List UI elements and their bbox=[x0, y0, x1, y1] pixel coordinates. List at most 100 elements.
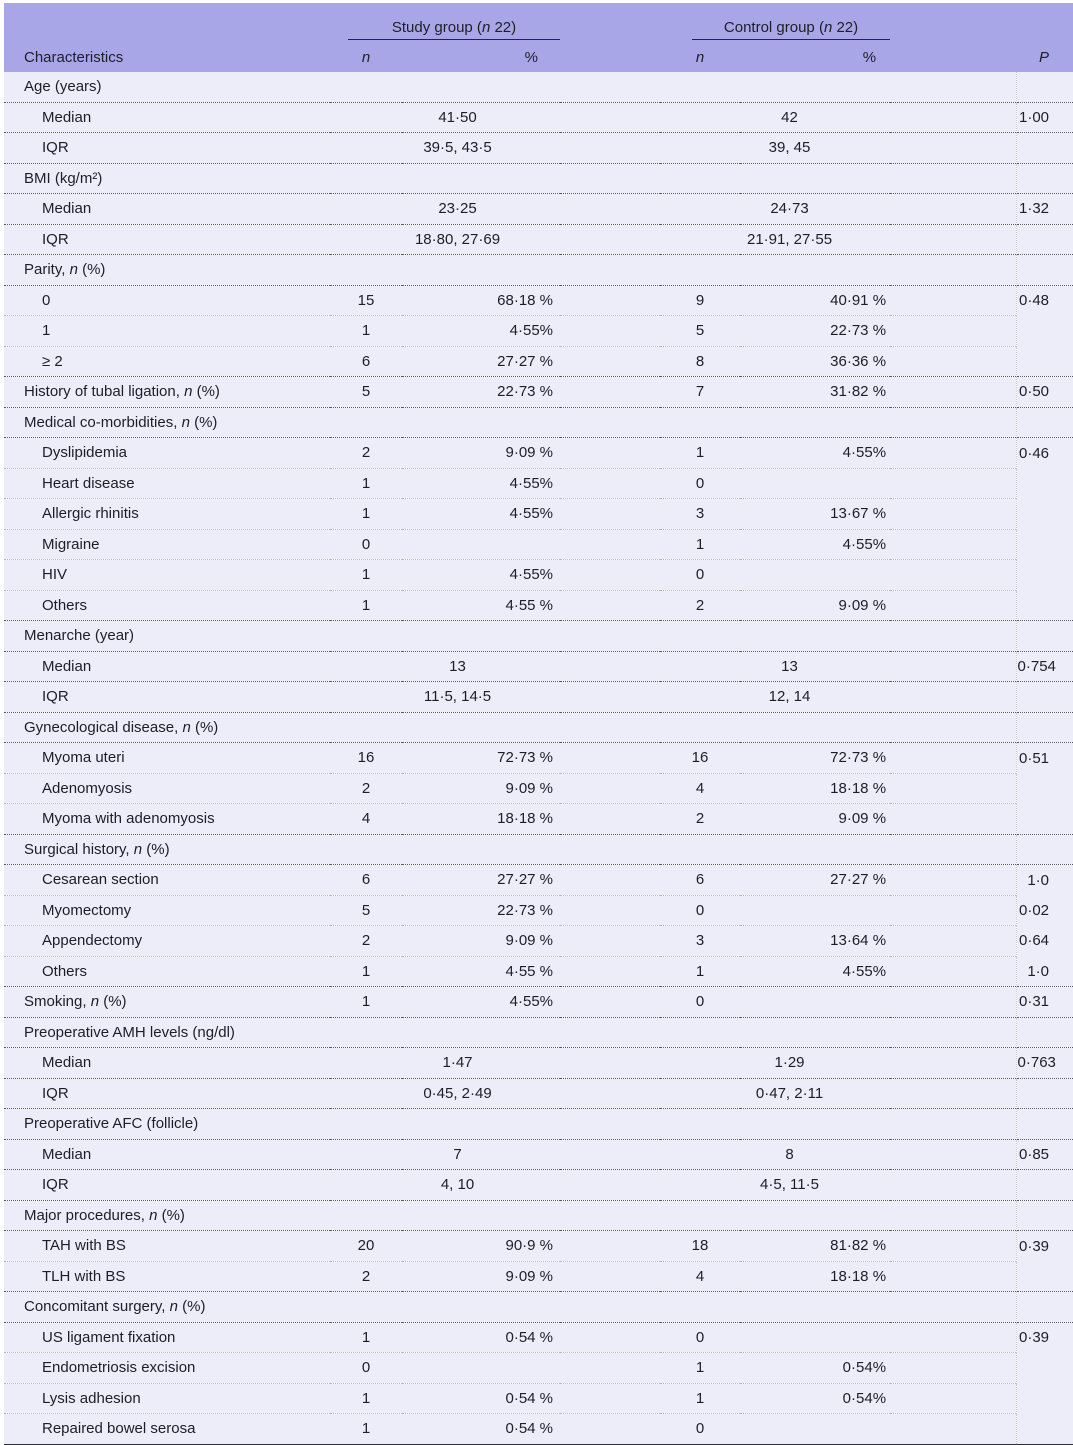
table-row-item: Others 1 4·55 % 2 9·09 % bbox=[4, 589, 1073, 621]
spacer-cell bbox=[560, 1413, 661, 1445]
control-value-cell: 24·73 bbox=[660, 193, 891, 224]
p-value-cell bbox=[1015, 1108, 1073, 1139]
p-value-header: P bbox=[1016, 40, 1073, 72]
control-n-cell: 0 bbox=[660, 467, 741, 499]
spacer-cell bbox=[890, 284, 1017, 316]
study-percent-cell: 22·73 % bbox=[402, 894, 561, 926]
control-percent-cell: 13·64 % bbox=[740, 925, 891, 956]
column-header-row: Characteristics n % n % P bbox=[4, 40, 1073, 72]
table-row-item: Myoma uteri 16 72·73 % 16 72·73 % 0·51 bbox=[4, 742, 1073, 773]
spacer-cell bbox=[890, 315, 1017, 346]
row-label: Lysis adhesion bbox=[4, 1382, 330, 1414]
study-n-cell: 15 bbox=[330, 284, 402, 316]
table-row-item: TAH with BS 20 90·9 % 18 81·82 % 0·39 bbox=[4, 1230, 1073, 1261]
spacer-cell bbox=[560, 1382, 661, 1414]
p-value-cell bbox=[1015, 162, 1073, 194]
row-label: Median bbox=[4, 101, 330, 133]
row-label: Smoking, n (%) bbox=[4, 986, 330, 1017]
control-n-cell: 4 bbox=[660, 1260, 741, 1292]
spacer-cell bbox=[560, 1352, 661, 1383]
control-n-cell: 7 bbox=[660, 376, 741, 407]
control-n-cell: 0 bbox=[660, 559, 741, 590]
control-value-cell: 1·29 bbox=[660, 1047, 891, 1078]
category-label: Menarche (year) bbox=[4, 620, 1017, 651]
p-value-cell bbox=[1015, 72, 1073, 102]
spacer-cell bbox=[560, 437, 661, 468]
table-row-top: History of tubal ligation, n (%) 5 22·73 %… bbox=[4, 376, 1073, 407]
spacer-cell bbox=[890, 1413, 1017, 1445]
row-label: Myoma uteri bbox=[4, 742, 330, 773]
control-n-cell: 0 bbox=[660, 894, 741, 926]
control-n-cell: 2 bbox=[660, 589, 741, 621]
study-n-cell: 1 bbox=[330, 467, 402, 499]
study-value-cell: 18·80, 27·69 bbox=[330, 223, 561, 255]
study-percent-cell: 4·55 % bbox=[402, 589, 561, 621]
control-percent-header: % bbox=[740, 40, 891, 72]
control-percent-cell: 81·82 % bbox=[740, 1230, 891, 1261]
row-label: Median bbox=[4, 193, 330, 224]
p-value-cell bbox=[1015, 315, 1073, 346]
p-value-cell: 0·39 bbox=[1015, 1230, 1073, 1261]
header-spacer bbox=[560, 40, 661, 72]
control-n-cell: 3 bbox=[660, 498, 741, 529]
row-label: TLH with BS bbox=[4, 1260, 330, 1292]
study-n-cell: 4 bbox=[330, 803, 402, 834]
study-percent-cell: 0·54 % bbox=[402, 1413, 561, 1445]
row-label: Median bbox=[4, 1138, 330, 1170]
row-label: Myomectomy bbox=[4, 894, 330, 926]
control-value-cell: 12, 14 bbox=[660, 681, 891, 712]
p-value-cell bbox=[1015, 833, 1073, 865]
control-percent-cell bbox=[740, 1321, 891, 1353]
category-label: BMI (kg/m²) bbox=[4, 162, 1017, 194]
spacer-cell bbox=[890, 955, 1017, 987]
spacer-cell bbox=[890, 498, 1017, 529]
study-percent-cell: 4·55% bbox=[402, 315, 561, 346]
study-percent-cell: 68·18 % bbox=[402, 284, 561, 316]
spacer-cell bbox=[560, 315, 661, 346]
spacer-cell bbox=[560, 345, 661, 377]
spacer-cell bbox=[890, 864, 1017, 895]
study-n-cell: 16 bbox=[330, 742, 402, 773]
p-value-cell: 0·48 bbox=[1015, 284, 1073, 316]
control-percent-cell: 31·82 % bbox=[740, 376, 891, 407]
p-value-cell bbox=[1015, 681, 1073, 712]
category-label: Surgical history, n (%) bbox=[4, 833, 1017, 865]
row-label: ≥ 2 bbox=[4, 345, 330, 377]
control-n-cell: 0 bbox=[660, 986, 741, 1017]
spacer-cell bbox=[890, 1382, 1017, 1414]
table-row-item: Lysis adhesion 1 0·54 % 1 0·54% bbox=[4, 1382, 1073, 1414]
row-label: Repaired bowel serosa bbox=[4, 1413, 330, 1445]
study-percent-cell: 4·55% bbox=[402, 498, 561, 529]
p-value-cell bbox=[1015, 1413, 1073, 1445]
control-value-cell: 21·91, 27·55 bbox=[660, 223, 891, 255]
study-n-cell: 6 bbox=[330, 345, 402, 377]
header-spacer bbox=[890, 40, 1017, 72]
table-row-item: Repaired bowel serosa 1 0·54 % 0 bbox=[4, 1413, 1073, 1445]
spacer-cell bbox=[560, 1047, 661, 1078]
spacer-cell bbox=[890, 986, 1017, 1017]
control-n-cell: 1 bbox=[660, 437, 741, 468]
table-row-category: Surgical history, n (%) bbox=[4, 833, 1073, 865]
control-percent-cell bbox=[740, 559, 891, 590]
p-value-cell: 0·31 bbox=[1015, 986, 1073, 1017]
row-label: Migraine bbox=[4, 528, 330, 560]
header-spacer bbox=[560, 3, 661, 40]
p-value-cell: 0·39 bbox=[1015, 1321, 1073, 1353]
control-percent-cell: 36·36 % bbox=[740, 345, 891, 377]
study-percent-cell: 4·55% bbox=[402, 467, 561, 499]
study-n-cell: 5 bbox=[330, 376, 402, 407]
row-label: 1 bbox=[4, 315, 330, 346]
spacer-cell bbox=[560, 498, 661, 529]
spacer-cell bbox=[560, 589, 661, 621]
p-value-cell bbox=[1015, 773, 1073, 804]
control-percent-cell: 18·18 % bbox=[740, 1260, 891, 1292]
spacer-cell bbox=[560, 864, 661, 895]
control-percent-cell: 18·18 % bbox=[740, 772, 891, 804]
control-percent-cell: 4·55% bbox=[740, 528, 891, 560]
table-row-category: Major procedures, n (%) bbox=[4, 1199, 1073, 1231]
study-n-cell: 1 bbox=[330, 498, 402, 529]
spacer-cell bbox=[890, 101, 1017, 133]
control-percent-cell: 4·55% bbox=[740, 955, 891, 987]
control-value-cell: 13 bbox=[660, 650, 891, 682]
table-row-item: US ligament fixation 1 0·54 % 0 0·39 bbox=[4, 1321, 1073, 1353]
